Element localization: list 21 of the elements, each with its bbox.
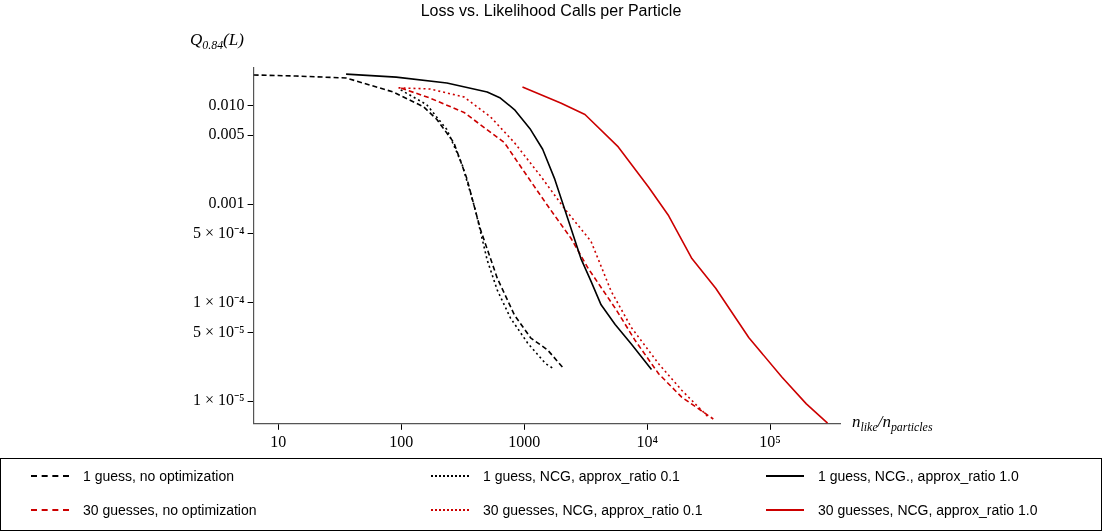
legend-label: 30 guesses, NCG, approx_ratio 0.1: [483, 502, 703, 518]
x-axis-title: n$_{like}$/n$_{particles}$: [852, 412, 933, 436]
y-tick-label: 0.005: [208, 125, 245, 143]
legend-label: 30 guesses, no optimization: [83, 502, 257, 518]
legend-label: 30 guesses, NCG, approx_ratio 1.0: [818, 502, 1038, 518]
x-tick-label: 10⁵: [759, 432, 781, 450]
legend-label: 1 guess, no optimization: [83, 468, 234, 484]
y-tick-label: 0.010: [208, 95, 245, 113]
legend-label: 1 guess, NCG, approx_ratio 0.1: [483, 468, 680, 484]
x-tick-label: 10⁴: [636, 432, 659, 450]
x-tick-label: 10: [270, 432, 287, 450]
legend-label: 1 guess, NCG., approx_ratio 1.0: [818, 468, 1019, 484]
y-tick-label: 5 × 10⁻⁴: [192, 223, 246, 241]
y-tick-label: 1 × 10⁻⁴: [192, 292, 246, 310]
x-tick-label: 1000: [508, 432, 541, 450]
x-tick-label: 100: [389, 432, 414, 450]
y-tick-label: 5 × 10⁻⁵: [192, 322, 245, 340]
y-axis-title: Q$_{0.84}$(L): [190, 30, 244, 54]
chart-title: Loss vs. Likelihood Calls per Particle: [419, 2, 683, 20]
y-tick-label: 0.001: [208, 194, 245, 212]
y-tick-label: 1 × 10⁻⁵: [192, 391, 245, 409]
